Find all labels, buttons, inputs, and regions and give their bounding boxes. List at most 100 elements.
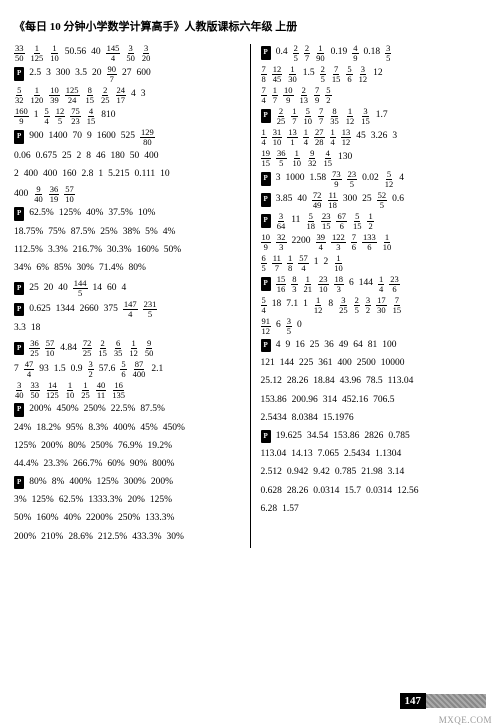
fraction: 1454: [106, 44, 121, 62]
value: 3.26: [371, 129, 388, 144]
value: 7.1: [286, 297, 298, 312]
value: 78.5: [366, 374, 383, 389]
fraction: 1445: [73, 279, 88, 297]
data-row: 54187.11112832525321730715: [261, 296, 487, 314]
fraction: 110: [49, 44, 60, 62]
data-row: 24%18.2%95%8.3%400%45%450%: [14, 421, 240, 436]
fraction: 14: [330, 128, 336, 146]
fraction: 112: [345, 107, 356, 125]
value: 0.19: [331, 45, 348, 60]
fraction: 532: [14, 86, 25, 104]
value: 95%: [66, 421, 83, 436]
value: 23.3%: [44, 457, 69, 472]
fraction: 5710: [64, 185, 75, 203]
value: 50%: [14, 511, 31, 526]
fraction: 1730: [376, 296, 387, 314]
fraction: 183: [334, 275, 345, 293]
value: 1: [34, 108, 39, 123]
fraction: 110: [382, 233, 393, 251]
fraction: 110: [65, 381, 76, 399]
value: 361: [318, 356, 332, 371]
value: 19.625: [276, 429, 302, 444]
fraction: 17: [291, 107, 297, 125]
value: 25.12: [261, 374, 282, 389]
value: 0.942: [287, 465, 308, 480]
value: 0.0314: [366, 484, 392, 499]
fraction: 79: [314, 86, 320, 104]
value: 25: [62, 149, 72, 164]
value: 70: [73, 129, 83, 144]
fraction: 35: [286, 317, 292, 335]
fraction: 109: [261, 233, 272, 251]
fraction: 394: [316, 233, 327, 251]
value: 16: [295, 338, 305, 353]
fraction: 1312: [341, 128, 352, 146]
value: 433.3%: [132, 530, 161, 545]
fraction: 25: [293, 44, 299, 62]
value: 40: [58, 281, 68, 296]
value: 3: [46, 66, 51, 81]
value: 30%: [77, 261, 94, 276]
fraction: 835: [329, 107, 340, 125]
fraction: 7523: [70, 107, 81, 125]
fraction: 14: [303, 128, 309, 146]
value: 160%: [137, 243, 159, 258]
value: 3.85: [276, 192, 293, 207]
data-row: 6.281.57: [261, 502, 487, 517]
page-tag: P: [14, 303, 24, 316]
data-row: 3.318: [14, 321, 240, 336]
value: 6.28: [261, 502, 278, 517]
value: 900: [29, 129, 43, 144]
value: 2.8: [82, 167, 94, 182]
fraction: 415: [323, 149, 334, 167]
fraction: 3350: [30, 381, 41, 399]
value: 0.628: [261, 484, 282, 499]
value: 3: [276, 171, 281, 186]
fraction: 52: [325, 86, 331, 104]
data-row: 0.060.67525284618050400: [14, 149, 240, 164]
value: 14.13: [291, 447, 312, 462]
fraction: 510: [303, 107, 314, 125]
value: 1.5: [303, 66, 315, 81]
value: 4: [276, 338, 281, 353]
value: 18: [272, 297, 282, 312]
data-row: P19.62534.54153.8628260.785: [261, 429, 487, 444]
data-row: P49162536496481100: [261, 338, 487, 353]
fraction: 4011: [96, 381, 107, 399]
value: 100: [382, 338, 396, 353]
value: 2826: [364, 429, 383, 444]
value: 800%: [152, 457, 174, 472]
fraction: 512: [384, 170, 395, 188]
data-row: P9001400709160052512980: [14, 128, 240, 146]
fraction: 3110: [272, 128, 283, 146]
value: 0.785: [335, 465, 356, 480]
value: 62.5%: [29, 206, 54, 221]
data-row: 91126350: [261, 317, 487, 335]
fraction: 907: [107, 65, 118, 83]
value: 18.84: [313, 374, 334, 389]
value: 4: [131, 87, 136, 102]
value: 2.512: [261, 465, 282, 480]
value: 25%: [100, 225, 117, 240]
value: 81: [368, 338, 378, 353]
fraction: 2728: [314, 128, 325, 146]
fraction: 74: [261, 86, 267, 104]
fraction: 54: [261, 296, 267, 314]
value: 144: [280, 356, 294, 371]
value: 27: [122, 66, 132, 81]
value: 375: [104, 302, 118, 317]
fraction: 76: [351, 233, 357, 251]
fraction: 131: [287, 128, 298, 146]
fraction: 32: [365, 296, 371, 314]
value: 5.215: [108, 167, 129, 182]
data-row: 340335014125110125401116135: [14, 381, 240, 399]
data-row: 7474931.50.93257.656874002.1: [14, 360, 240, 378]
fraction: 14125: [45, 381, 60, 399]
fraction: 215: [97, 339, 108, 357]
data-row: P3.854072491118300255250.6: [261, 191, 487, 209]
data-row: 3%125%62.5%1333.3%20%125%: [14, 493, 240, 508]
fraction: 27: [304, 44, 310, 62]
fraction: 110: [333, 254, 344, 272]
column-divider: [250, 44, 251, 548]
value: 90%: [130, 457, 147, 472]
